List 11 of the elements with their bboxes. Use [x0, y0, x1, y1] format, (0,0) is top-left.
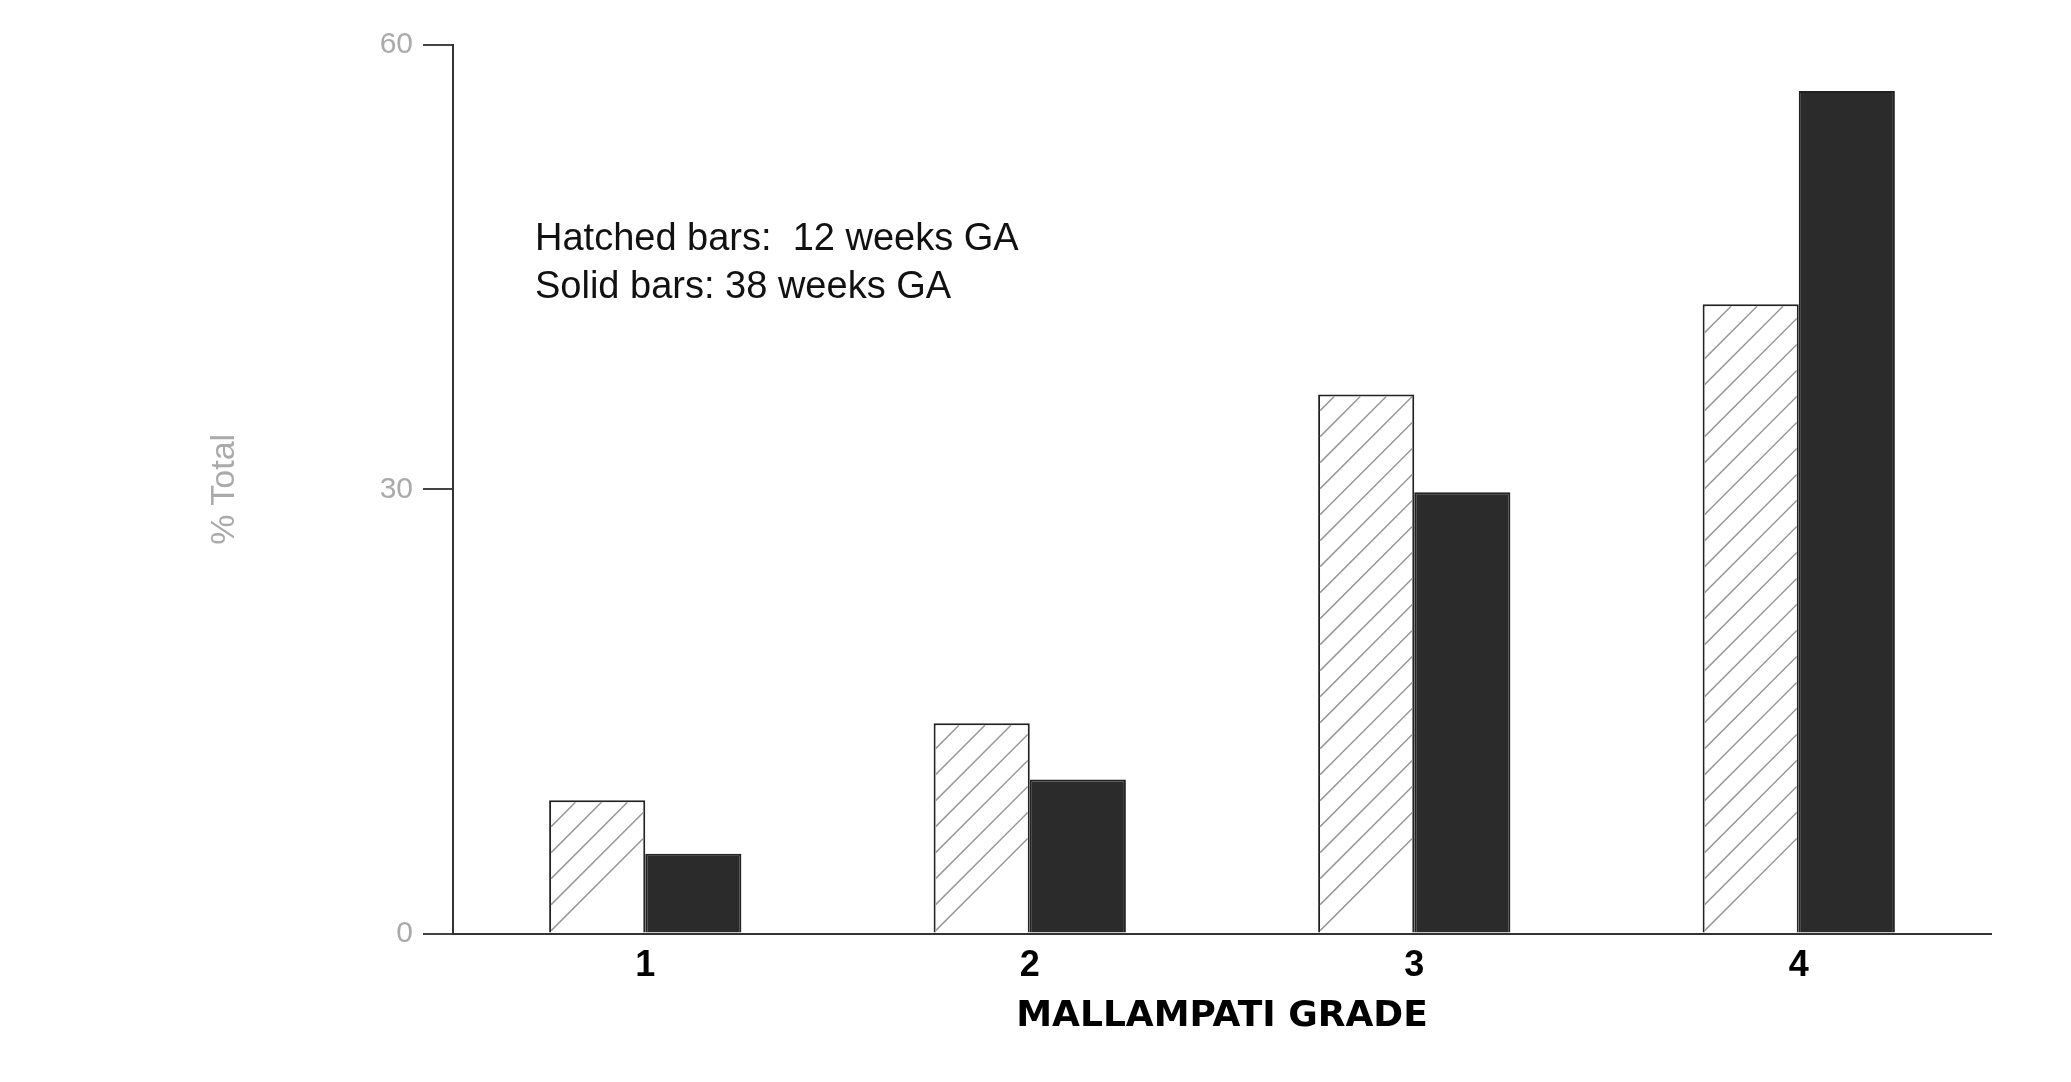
x-tick-label: 1 — [635, 943, 656, 985]
x-axis-title: MALLAMPATI GRADE — [1016, 992, 1428, 1034]
x-tick-label: 2 — [1019, 943, 1040, 985]
annotation: Solid bars: 38 weeks GA — [535, 264, 952, 307]
annotation: Hatched bars: 12 weeks GA — [535, 216, 1020, 259]
y-axis-title: % Total — [202, 433, 241, 545]
x-tick-label: 4 — [1788, 943, 1809, 985]
x-tick-label: 3 — [1404, 943, 1425, 985]
y-tick-label: 60 — [379, 26, 413, 60]
y-tick-label: 0 — [396, 914, 413, 948]
y-tick-label: 30 — [379, 470, 413, 504]
